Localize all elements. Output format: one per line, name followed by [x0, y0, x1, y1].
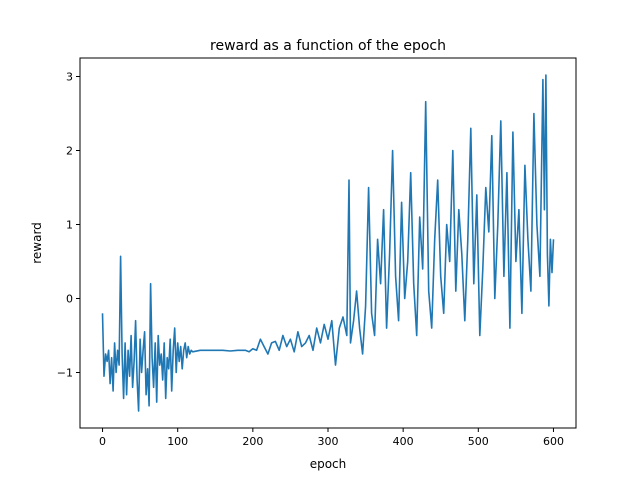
y-tick-label: 2 — [66, 145, 73, 158]
x-axis-label: epoch — [310, 457, 347, 471]
y-tick-label: 1 — [66, 219, 73, 232]
y-axis-label: reward — [30, 222, 44, 264]
chart-title: reward as a function of the epoch — [210, 38, 446, 54]
x-tick-label: 0 — [99, 435, 106, 448]
series-line — [101, 74, 555, 412]
y-tick-label: 3 — [66, 71, 73, 84]
x-axis: 0 100 200 300 400 500 600 — [99, 428, 564, 448]
y-tick-label: −1 — [57, 367, 73, 380]
x-tick-label: 500 — [468, 435, 489, 448]
x-tick-label: 200 — [242, 435, 263, 448]
x-tick-label: 100 — [167, 435, 188, 448]
axes-frame — [79, 57, 577, 429]
y-tick-label: 0 — [66, 293, 73, 306]
y-axis: −1 0 1 2 3 — [57, 71, 80, 380]
x-tick-label: 600 — [543, 435, 564, 448]
x-tick-label: 300 — [318, 435, 339, 448]
plot-area — [101, 74, 555, 412]
x-tick-label: 400 — [393, 435, 414, 448]
